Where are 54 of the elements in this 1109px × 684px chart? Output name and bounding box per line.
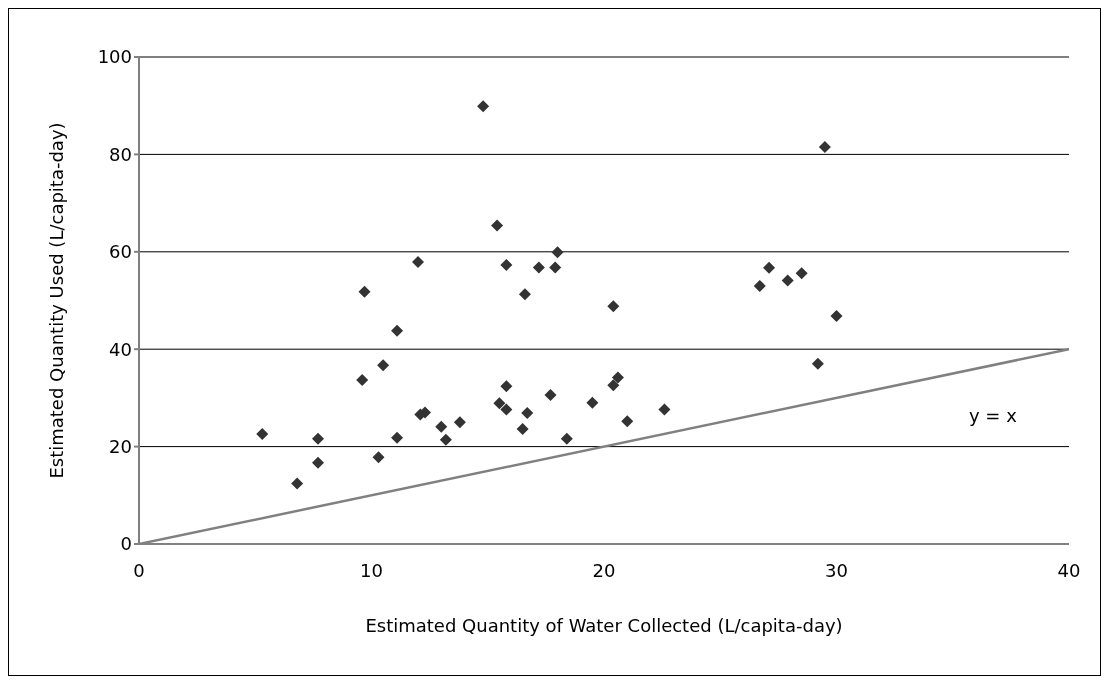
point: [521, 407, 534, 419]
point: [586, 396, 599, 409]
point: [607, 379, 620, 392]
point: [830, 310, 843, 323]
point: [753, 279, 766, 292]
y-tick-label: 0: [120, 533, 132, 555]
x-tick-label: 30: [825, 559, 848, 581]
point: [500, 258, 513, 271]
point: [781, 274, 794, 287]
point: [412, 256, 424, 269]
point: [439, 433, 452, 446]
x-tick-label: 10: [360, 559, 383, 581]
point: [500, 403, 513, 416]
point: [658, 403, 671, 416]
point: [818, 141, 831, 154]
y-tick-label: 40: [109, 338, 132, 360]
point: [549, 261, 562, 274]
point: [763, 261, 776, 274]
point: [358, 285, 371, 298]
y-tick-label: 20: [109, 435, 132, 457]
y-tick-label: 60: [109, 241, 132, 263]
point: [500, 380, 513, 393]
point: [560, 432, 573, 445]
point: [256, 427, 269, 440]
y-tick-label: 100: [97, 46, 132, 68]
x-tick-label: 20: [592, 559, 616, 581]
point: [435, 420, 448, 433]
point: [551, 246, 564, 259]
annotation: y = x: [969, 405, 1017, 426]
point: [621, 415, 634, 428]
y-axis-title: Estimated Quantity Used (L/capita-day): [46, 122, 68, 479]
point: [291, 477, 304, 490]
point: [391, 431, 404, 444]
point: [477, 100, 490, 113]
x-tick-label: 40: [1057, 559, 1081, 581]
point: [356, 373, 369, 386]
point: [453, 416, 466, 429]
point: [391, 324, 404, 337]
point: [795, 267, 808, 280]
x-axis-title: Estimated Quantity of Water Collected (L/capita-day): [365, 615, 843, 636]
point: [377, 359, 390, 372]
point: [493, 397, 506, 410]
point: [372, 451, 385, 464]
point: [491, 219, 504, 232]
point: [611, 371, 624, 384]
point: [312, 432, 325, 445]
point: [607, 300, 620, 313]
point: [516, 423, 529, 436]
point: [312, 456, 325, 469]
point: [518, 288, 531, 301]
point: [544, 388, 557, 401]
point: [532, 261, 545, 274]
point: [811, 357, 824, 370]
y-tick-label: 80: [109, 143, 132, 165]
